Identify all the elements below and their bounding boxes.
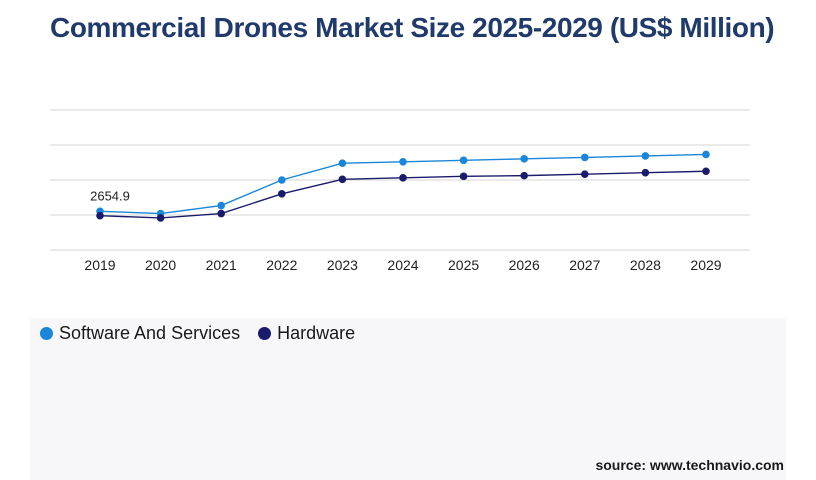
data-point bbox=[459, 156, 468, 165]
data-point bbox=[520, 171, 528, 180]
data-point bbox=[96, 211, 104, 220]
data-point bbox=[459, 172, 468, 181]
data-point bbox=[278, 176, 286, 184]
data-point bbox=[278, 190, 286, 198]
legend-swatch bbox=[40, 327, 53, 340]
data-point bbox=[399, 157, 407, 166]
data-label: 2654.9 bbox=[90, 188, 130, 203]
legend-swatch bbox=[258, 327, 272, 340]
x-tick-label: 2026 bbox=[509, 257, 540, 273]
x-tick-label: 2020 bbox=[145, 257, 176, 273]
legend-item: Hardware bbox=[258, 323, 355, 344]
data-point bbox=[217, 209, 225, 218]
data-point bbox=[338, 159, 347, 168]
data-point bbox=[156, 214, 165, 222]
x-tick-label: 2025 bbox=[448, 257, 479, 273]
series-points bbox=[96, 150, 710, 222]
data-point bbox=[702, 150, 710, 159]
x-tick-label: 2023 bbox=[327, 257, 358, 273]
data-point bbox=[581, 153, 589, 162]
data-point bbox=[217, 201, 225, 210]
legend: Software And Services Hardware bbox=[40, 323, 355, 344]
legend-item: Software And Services bbox=[40, 323, 240, 344]
data-point bbox=[641, 168, 650, 177]
source-note: source: www.technavio.com bbox=[595, 457, 784, 473]
x-tick-label: 2021 bbox=[206, 257, 237, 273]
data-point bbox=[702, 167, 710, 176]
x-tick-label: 2022 bbox=[266, 257, 297, 273]
data-labels: 2654.9 bbox=[90, 188, 130, 203]
x-tick-label: 2019 bbox=[84, 257, 115, 273]
legend-label: Hardware bbox=[277, 323, 356, 343]
data-point bbox=[338, 175, 347, 184]
x-tick-label: 2028 bbox=[630, 257, 661, 273]
x-tick-label: 2024 bbox=[387, 257, 418, 273]
line-chart: 2019 2020 2021 2022 2023 2024 2025 2026 2027 2028… bbox=[50, 109, 750, 273]
x-axis-tick-labels: 2019 2020 2021 2022 2023 2024 2025 2026 2027 2028… bbox=[84, 257, 721, 273]
legend-panel bbox=[30, 318, 786, 480]
data-point bbox=[520, 155, 528, 163]
data-point bbox=[399, 174, 407, 182]
x-tick-label: 2027 bbox=[569, 257, 600, 273]
x-tick-label: 2029 bbox=[690, 257, 721, 273]
data-point bbox=[581, 170, 589, 178]
legend-label: Software And Services bbox=[59, 323, 241, 343]
chart-title: Commercial Drones Market Size 2025-2029 … bbox=[50, 12, 775, 43]
data-point bbox=[641, 152, 650, 160]
